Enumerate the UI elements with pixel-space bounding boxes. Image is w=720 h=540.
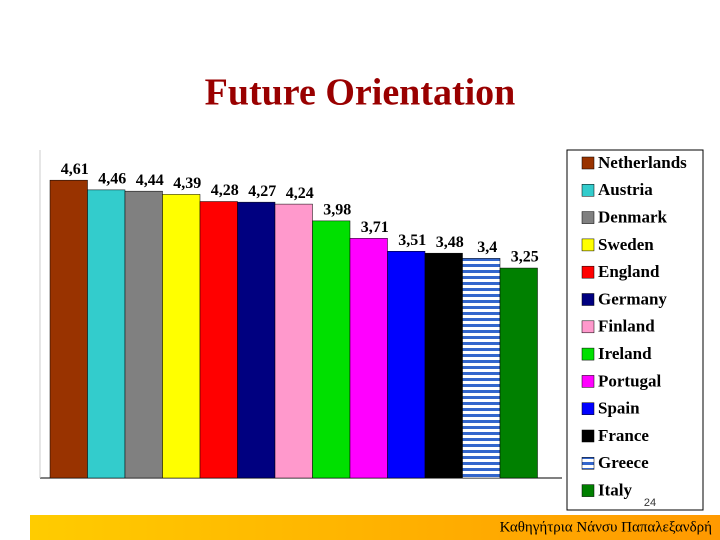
data-label: 3,25 bbox=[511, 249, 539, 266]
bar bbox=[462, 258, 501, 479]
bar bbox=[199, 201, 238, 479]
legend-swatch bbox=[581, 320, 595, 334]
footer-text: Καθηγήτρια Νάνσυ Παπαλεξανδρή bbox=[500, 519, 713, 535]
legend-label: Italy bbox=[598, 481, 633, 500]
data-label: 4,28 bbox=[211, 182, 239, 199]
legend-swatch bbox=[581, 293, 595, 306]
data-label: 3,71 bbox=[361, 219, 389, 236]
legend-swatch bbox=[581, 265, 595, 279]
bar bbox=[274, 203, 313, 479]
legend-swatch bbox=[581, 402, 595, 415]
data-label: 4,24 bbox=[286, 185, 314, 202]
data-label: 4,61 bbox=[61, 161, 89, 178]
legend-label: Finland bbox=[598, 317, 655, 336]
legend-label: Portugal bbox=[598, 371, 662, 390]
data-label: 3,98 bbox=[323, 202, 351, 219]
data-label: 3,4 bbox=[477, 239, 497, 256]
legend-swatch bbox=[581, 184, 595, 197]
legend-swatch bbox=[581, 211, 595, 224]
legend-swatch bbox=[581, 375, 595, 388]
legend-label: Spain bbox=[598, 399, 640, 418]
bar bbox=[312, 220, 351, 479]
legend-swatch bbox=[581, 347, 595, 361]
legend-swatch bbox=[581, 238, 595, 252]
legend-label: Ireland bbox=[598, 344, 652, 363]
legend-label: Austria bbox=[598, 180, 653, 199]
data-label: 4,44 bbox=[136, 172, 164, 189]
data-label: 3,48 bbox=[436, 234, 464, 251]
legend-label: Netherlands bbox=[598, 153, 687, 172]
data-label: 4,27 bbox=[248, 183, 276, 200]
bar bbox=[162, 194, 201, 479]
bar bbox=[424, 252, 463, 479]
data-label: 3,51 bbox=[398, 232, 426, 249]
legend-swatch bbox=[581, 429, 595, 443]
legend-label: England bbox=[598, 262, 660, 281]
legend-label: Greece bbox=[598, 453, 649, 472]
bar bbox=[124, 190, 163, 479]
legend-swatch bbox=[581, 457, 595, 470]
bar bbox=[237, 201, 276, 479]
legend-label: France bbox=[598, 426, 649, 445]
legend-label: Germany bbox=[598, 289, 667, 308]
legend-swatch bbox=[581, 484, 595, 497]
bar bbox=[499, 267, 538, 479]
bar bbox=[349, 238, 388, 479]
data-label: 4,46 bbox=[98, 171, 126, 188]
legend-swatch bbox=[581, 156, 595, 170]
legend-label: Denmark bbox=[598, 208, 667, 227]
data-label: 4,39 bbox=[173, 175, 201, 192]
bar bbox=[387, 251, 426, 479]
bar bbox=[49, 179, 88, 479]
legend-label: Sweden bbox=[598, 235, 654, 254]
footer-bar bbox=[30, 515, 720, 540]
bar bbox=[87, 189, 126, 479]
chart-title: Future Orientation bbox=[205, 72, 516, 114]
slide-number: 24 bbox=[644, 497, 656, 509]
